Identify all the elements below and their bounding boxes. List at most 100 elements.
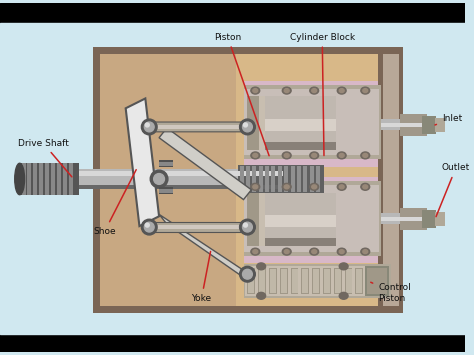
Bar xyxy=(435,118,445,132)
Bar xyxy=(27,163,31,195)
Ellipse shape xyxy=(337,248,346,255)
Ellipse shape xyxy=(284,185,289,189)
Ellipse shape xyxy=(337,152,346,159)
Ellipse shape xyxy=(283,248,291,255)
Bar xyxy=(399,54,402,306)
Ellipse shape xyxy=(257,293,265,299)
Polygon shape xyxy=(159,214,247,280)
Bar xyxy=(247,97,261,149)
Ellipse shape xyxy=(283,152,291,159)
Ellipse shape xyxy=(253,250,258,253)
Ellipse shape xyxy=(253,153,258,157)
Ellipse shape xyxy=(337,184,346,190)
Bar xyxy=(45,163,49,195)
Ellipse shape xyxy=(239,119,255,135)
Bar xyxy=(27,185,283,189)
Bar xyxy=(239,166,244,192)
Bar xyxy=(297,166,301,192)
Bar xyxy=(244,81,386,167)
Ellipse shape xyxy=(145,222,154,232)
Bar xyxy=(146,125,247,129)
Bar xyxy=(22,163,26,195)
Bar xyxy=(334,268,342,294)
Ellipse shape xyxy=(363,250,368,253)
Bar xyxy=(356,269,362,293)
Bar xyxy=(316,166,320,192)
Bar xyxy=(244,177,386,263)
Ellipse shape xyxy=(363,185,368,189)
Bar xyxy=(381,123,435,127)
Text: Inlet: Inlet xyxy=(435,114,462,125)
Bar xyxy=(313,269,319,293)
Bar xyxy=(247,215,336,227)
Bar xyxy=(0,23,465,334)
Bar xyxy=(237,165,324,193)
Polygon shape xyxy=(146,222,247,232)
Bar xyxy=(63,163,67,195)
Ellipse shape xyxy=(15,163,25,195)
Bar xyxy=(93,48,402,312)
Bar xyxy=(400,208,427,230)
Bar xyxy=(247,268,255,294)
Bar xyxy=(146,225,247,229)
Ellipse shape xyxy=(361,184,370,190)
Bar xyxy=(422,116,436,134)
Bar xyxy=(33,163,37,195)
Ellipse shape xyxy=(141,219,157,235)
Ellipse shape xyxy=(339,250,344,253)
Bar xyxy=(303,166,307,192)
Ellipse shape xyxy=(284,250,289,253)
Ellipse shape xyxy=(244,223,247,227)
Ellipse shape xyxy=(310,248,319,255)
Bar xyxy=(323,268,331,294)
Bar xyxy=(246,266,389,296)
Bar xyxy=(244,181,381,256)
Bar xyxy=(69,163,73,195)
Ellipse shape xyxy=(339,263,348,270)
Ellipse shape xyxy=(312,153,317,157)
Bar xyxy=(278,166,282,192)
Ellipse shape xyxy=(154,174,164,184)
Ellipse shape xyxy=(363,89,368,93)
Bar xyxy=(259,193,265,246)
Bar xyxy=(265,166,269,192)
Polygon shape xyxy=(159,128,251,200)
Text: Drive Shaft: Drive Shaft xyxy=(18,138,72,177)
Bar xyxy=(269,268,277,294)
Ellipse shape xyxy=(361,152,370,159)
Bar xyxy=(381,54,401,306)
Bar xyxy=(159,160,173,167)
Ellipse shape xyxy=(239,219,255,235)
Bar xyxy=(301,268,310,294)
Ellipse shape xyxy=(145,122,154,132)
Ellipse shape xyxy=(339,153,344,157)
Bar xyxy=(248,269,255,293)
Ellipse shape xyxy=(251,248,260,255)
Ellipse shape xyxy=(239,266,255,282)
Bar xyxy=(159,162,173,166)
Bar xyxy=(39,163,43,195)
Text: Shoe: Shoe xyxy=(93,170,136,236)
Ellipse shape xyxy=(243,269,252,279)
Ellipse shape xyxy=(363,153,368,157)
Bar xyxy=(280,268,288,294)
Bar xyxy=(310,166,314,192)
Bar xyxy=(356,268,363,294)
Bar xyxy=(247,193,336,246)
Bar xyxy=(244,85,381,159)
Ellipse shape xyxy=(146,123,149,127)
Ellipse shape xyxy=(339,89,344,93)
Bar xyxy=(335,269,341,293)
Bar xyxy=(100,54,396,306)
Ellipse shape xyxy=(243,122,252,132)
Bar xyxy=(247,97,336,149)
Text: Cylinder Block: Cylinder Block xyxy=(290,33,355,155)
Bar xyxy=(381,213,435,224)
Ellipse shape xyxy=(283,184,291,190)
Bar xyxy=(400,114,427,136)
Text: Control
Piston: Control Piston xyxy=(371,282,411,303)
Bar xyxy=(0,334,465,352)
Polygon shape xyxy=(146,122,247,132)
Bar xyxy=(247,119,336,131)
Bar xyxy=(365,266,389,296)
